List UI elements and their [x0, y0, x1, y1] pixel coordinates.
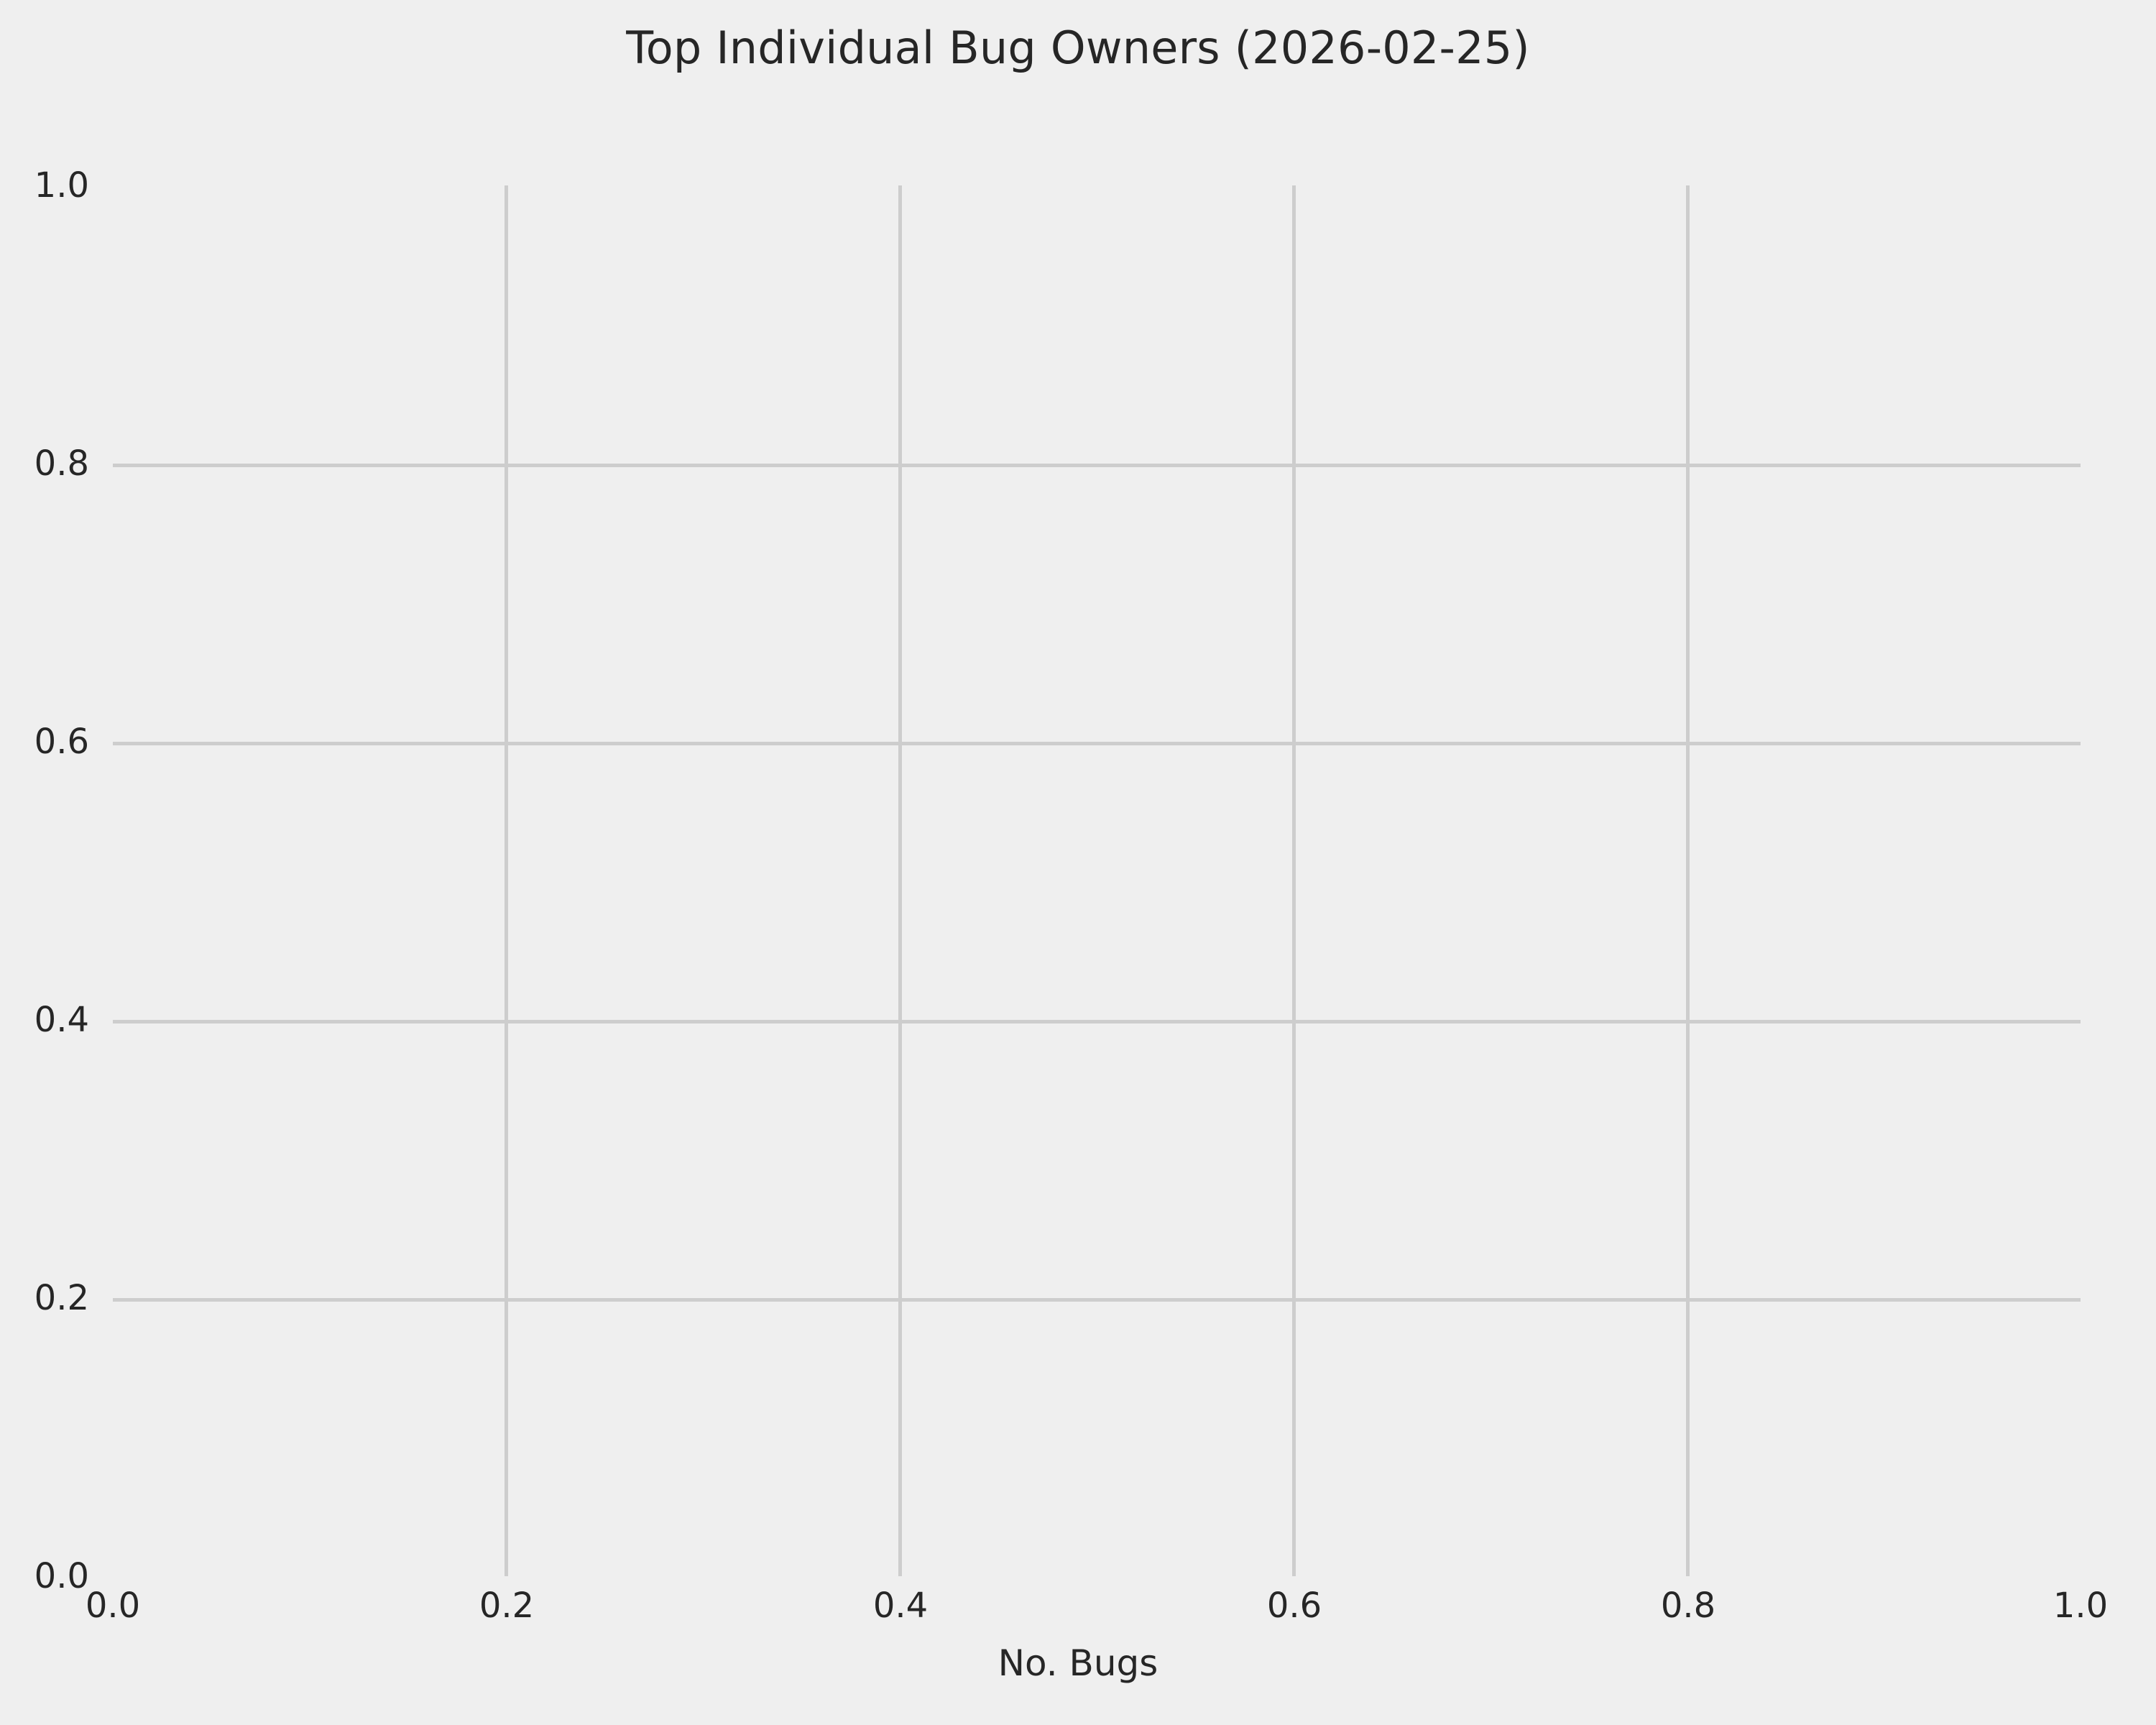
x-axis-tick-label: 0.4 [872, 1586, 929, 1626]
y-axis-tick-label: 0.4 [34, 1000, 89, 1040]
gridline-horizontal [113, 1298, 2081, 1302]
gridline-vertical [505, 185, 508, 1576]
gridline-horizontal [113, 464, 2081, 467]
gridline-vertical [898, 185, 902, 1576]
x-axis-tick-label: 0.8 [1660, 1586, 1716, 1626]
x-axis-tick-label: 1.0 [2053, 1586, 2109, 1626]
chart-title: Top Individual Bug Owners (2026-02-25) [626, 22, 1530, 74]
y-axis-tick-label: 0.2 [34, 1278, 89, 1318]
gridline-horizontal [113, 742, 2081, 745]
gridline-horizontal [113, 1020, 2081, 1024]
x-axis-label: No. Bugs [998, 1642, 1158, 1684]
y-axis-tick-label: 0.0 [34, 1556, 89, 1596]
x-axis-tick-label: 0.0 [85, 1586, 141, 1626]
x-axis-tick-label: 0.6 [1266, 1586, 1322, 1626]
plot-area [113, 185, 2081, 1576]
y-axis-tick-label: 0.6 [34, 722, 89, 762]
y-axis-tick-label: 1.0 [34, 165, 89, 206]
x-axis-tick-label: 0.2 [479, 1586, 535, 1626]
gridline-vertical [1292, 185, 1296, 1576]
gridline-vertical [1686, 185, 1690, 1576]
y-axis-tick-label: 0.8 [34, 443, 89, 484]
